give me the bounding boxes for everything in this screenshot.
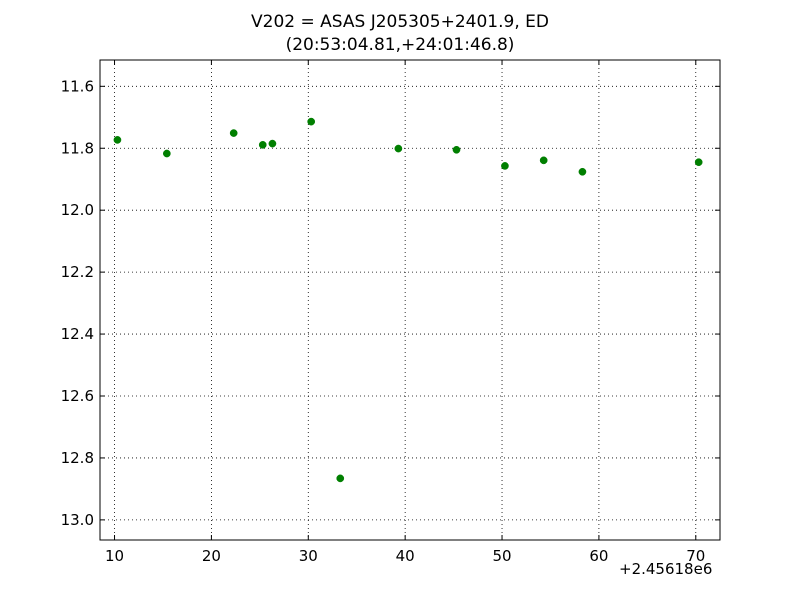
data-point — [336, 474, 345, 483]
x-tick-label: 70 — [686, 547, 705, 565]
data-point — [501, 162, 509, 170]
y-tick-label: 12.2 — [61, 263, 94, 281]
x-tick-labels: 10 20 30 40 50 60 70 — [105, 547, 705, 565]
data-point — [162, 149, 171, 158]
chart-title: V202 = ASAS J205305+2401.9, ED — [251, 12, 549, 32]
plot-frame — [99, 59, 721, 541]
x-tick-label: 50 — [492, 547, 511, 565]
data-point — [113, 136, 122, 144]
axis-ticks — [100, 60, 720, 540]
y-tick-label: 12.8 — [61, 449, 94, 467]
y-tick-label: 12.4 — [61, 325, 94, 343]
x-tick-label: 10 — [105, 547, 124, 565]
y-tick-label: 11.6 — [61, 77, 94, 95]
data-point — [694, 158, 703, 167]
data-point — [539, 156, 548, 165]
x-tick-label: 20 — [202, 547, 221, 565]
data-point — [578, 167, 587, 176]
data-point — [258, 141, 267, 149]
x-tick-label: 60 — [589, 547, 608, 565]
data-point — [268, 139, 277, 148]
data-point — [307, 117, 316, 126]
data-point — [394, 144, 403, 153]
y-tick-label: 11.8 — [61, 139, 94, 157]
y-tick-label: 12.6 — [61, 387, 94, 405]
data-points — [113, 117, 703, 483]
x-tick-label: 40 — [396, 547, 415, 565]
y-tick-labels: 11.6 11.8 12.0 12.2 12.4 12.6 12.8 13.0 — [61, 77, 94, 529]
x-tick-label: 30 — [299, 547, 318, 565]
y-tick-label: 12.0 — [61, 201, 94, 219]
grid-lines — [100, 60, 720, 540]
chart-subtitle: (20:53:04.81,+24:01:46.8) — [285, 35, 515, 55]
data-point — [229, 129, 238, 137]
data-point — [452, 145, 461, 154]
y-tick-label: 13.0 — [61, 511, 94, 529]
x-axis-offset-label: +2.45618e6 — [619, 560, 713, 578]
